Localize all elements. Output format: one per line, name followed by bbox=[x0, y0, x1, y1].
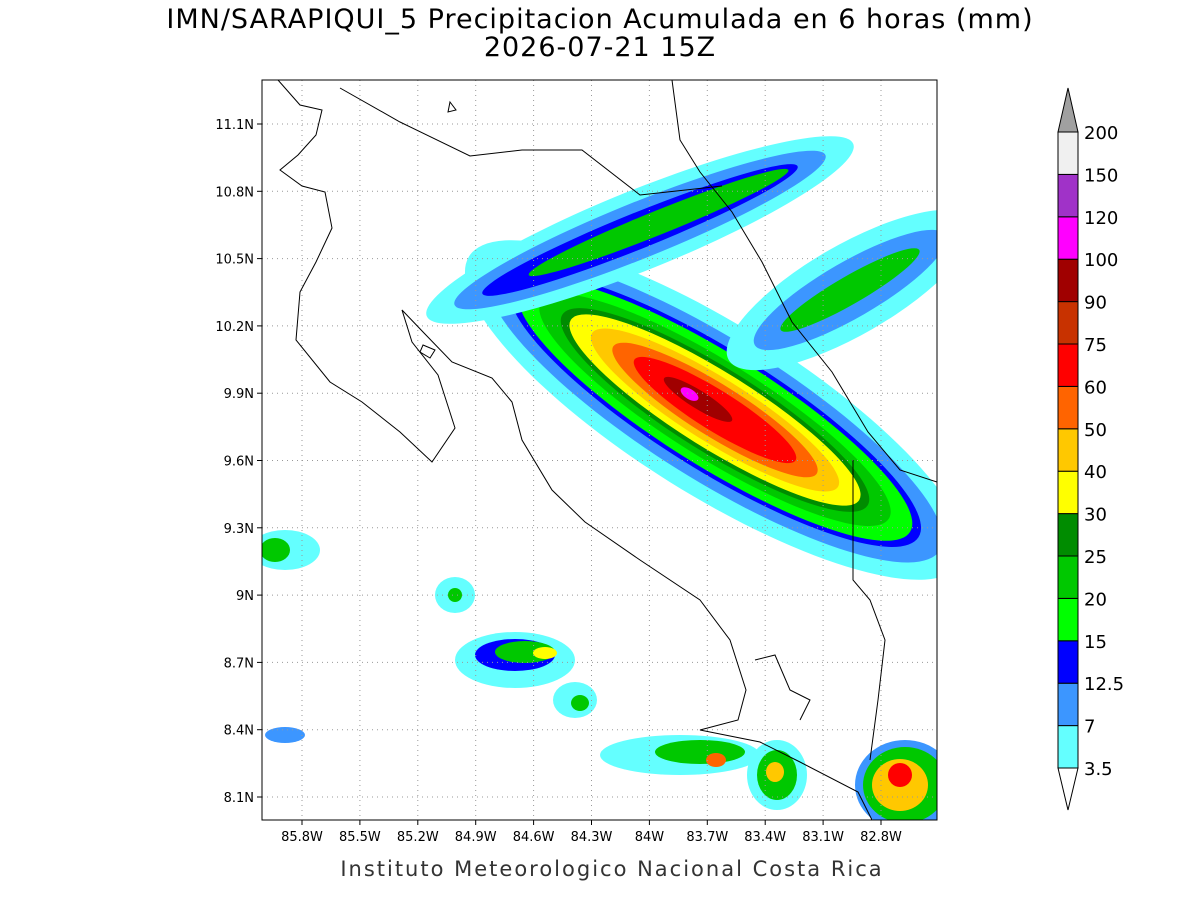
colorbar-label: 15 bbox=[1084, 632, 1107, 653]
lon-label: 84.3W bbox=[571, 830, 613, 845]
title: IMN/SARAPIQUI_5 Precipitacion Acumulada … bbox=[166, 4, 1033, 35]
colorbar-box bbox=[1057, 428, 1079, 472]
colorbar-label: 60 bbox=[1084, 377, 1107, 398]
colorbar-box bbox=[1057, 216, 1079, 260]
colorbar-label: 20 bbox=[1084, 589, 1107, 610]
colorbar-label: 100 bbox=[1084, 250, 1118, 271]
colorbar-label: 40 bbox=[1084, 462, 1107, 483]
graticule: 11.1N 10.8N 10.5N 10.2N 9.9N 9.6N 9.3N 9N 8.7N 8.… bbox=[215, 80, 937, 845]
lat-label: 8.1N bbox=[224, 791, 254, 806]
lon-label: 84W bbox=[635, 830, 665, 845]
footer: Instituto Meteorologico Nacional Costa R… bbox=[340, 857, 883, 881]
lat-label: 10.2N bbox=[215, 320, 254, 335]
lat-label: 9.9N bbox=[224, 387, 254, 402]
lon-label: 84.6W bbox=[513, 830, 555, 845]
lon-label: 82.8W bbox=[860, 830, 902, 845]
lon-label: 83.4W bbox=[744, 830, 786, 845]
lon-label: 83.7W bbox=[686, 830, 728, 845]
colorbar-box bbox=[1057, 513, 1079, 557]
colorbar: 3.5 7 12.5 15 20 25 30 40 50 60 75 90 100 120 150 200 bbox=[1057, 87, 1124, 811]
colorbar-label: 7 bbox=[1084, 717, 1095, 738]
colorbar-box bbox=[1057, 597, 1079, 642]
lat-label: 11.1N bbox=[215, 118, 254, 133]
lat-label: 8.7N bbox=[224, 656, 254, 671]
colorbar-over bbox=[1057, 87, 1079, 133]
colorbar-label: 50 bbox=[1084, 420, 1107, 441]
colorbar-box bbox=[1057, 343, 1079, 387]
subtitle: 2026-07-21 15Z bbox=[484, 32, 716, 63]
colorbar-under bbox=[1057, 767, 1079, 811]
colorbar-box bbox=[1057, 682, 1079, 727]
colorbar-box bbox=[1057, 385, 1079, 430]
colorbar-label: 150 bbox=[1084, 165, 1118, 186]
colorbar-box bbox=[1057, 725, 1079, 769]
colorbar-box bbox=[1057, 301, 1079, 345]
lat-label: 10.5N bbox=[215, 253, 254, 268]
colorbar-label: 120 bbox=[1084, 208, 1118, 229]
colorbar-label: 25 bbox=[1084, 547, 1107, 568]
colorbar-box bbox=[1057, 258, 1079, 303]
precipitation-field bbox=[262, 136, 937, 820]
colorbar-label: 30 bbox=[1084, 505, 1107, 526]
lon-label: 84.9W bbox=[455, 830, 497, 845]
map-frame bbox=[261, 79, 938, 821]
lat-label: 9.3N bbox=[224, 522, 254, 537]
lat-label: 10.8N bbox=[215, 185, 254, 200]
lon-label: 85.2W bbox=[397, 830, 439, 845]
lat-label: 9N bbox=[236, 589, 254, 604]
lat-label: 8.4N bbox=[224, 724, 254, 739]
lon-label: 83.1W bbox=[802, 830, 844, 845]
colorbar-box bbox=[1057, 640, 1079, 684]
colorbar-label: 90 bbox=[1084, 293, 1107, 314]
colorbar-label: 75 bbox=[1084, 335, 1107, 356]
colorbar-label: 200 bbox=[1084, 123, 1118, 144]
lon-label: 85.5W bbox=[339, 830, 381, 845]
colorbar-label: 3.5 bbox=[1084, 759, 1113, 780]
colorbar-label: 12.5 bbox=[1084, 674, 1124, 695]
lon-label: 85.8W bbox=[281, 830, 323, 845]
colorbar-box bbox=[1057, 131, 1079, 175]
coastlines bbox=[277, 80, 937, 820]
lat-label: 9.6N bbox=[224, 455, 254, 470]
colorbar-box bbox=[1057, 173, 1079, 218]
colorbar-box bbox=[1057, 470, 1079, 515]
colorbar-box bbox=[1057, 555, 1079, 599]
